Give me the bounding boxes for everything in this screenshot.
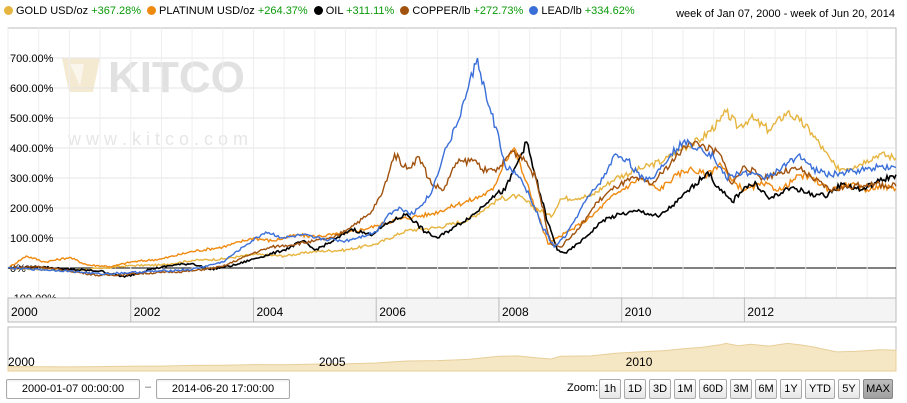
zoom-button-ytd[interactable]: YTD — [805, 379, 835, 399]
navigator-labels: 2000 2005 2010 — [8, 355, 653, 369]
navigator-area — [7, 342, 897, 372]
x-tick-label: 2008 — [502, 305, 529, 319]
x-tick-label: 2010 — [625, 305, 652, 319]
grid — [7, 28, 896, 299]
legend-item[interactable]: PLATINUM USD/oz +264.37% — [147, 5, 308, 17]
x-tick-label: 2004 — [256, 305, 283, 319]
legend-dot-icon — [529, 6, 539, 15]
zoom-button-1m[interactable]: 1M — [674, 379, 696, 399]
zoom-button-6m[interactable]: 6M — [755, 379, 777, 399]
y-tick-label: 300.00% — [10, 173, 54, 185]
x-axis-labels: 2000 2002 2004 2006 2008 2010 2012 — [7, 298, 774, 322]
x-tick-label: 2002 — [134, 305, 161, 319]
y-tick-label: 600.00% — [10, 83, 54, 95]
from-date-input[interactable]: 2000-01-07 00:00:00 — [6, 379, 140, 399]
legend-dot-icon — [4, 6, 13, 15]
plot-background — [7, 27, 897, 299]
x-tick-label: 2012 — [747, 305, 774, 319]
navigator-label: 2010 — [626, 355, 653, 369]
watermark-url: w w w . k i t c o . c o m — [67, 129, 248, 149]
legend-dot-icon — [147, 6, 157, 15]
zoom-button-5y[interactable]: 5Y — [838, 379, 860, 399]
legend-dot-icon — [400, 6, 410, 15]
zoom-button-max[interactable]: MAX — [863, 379, 893, 399]
legend-change: +367.28% — [91, 5, 142, 17]
legend-dot-icon — [313, 6, 323, 15]
x-tick-label: 2006 — [379, 305, 406, 319]
legend-name: GOLD USD/oz — [16, 5, 92, 17]
legend-item[interactable]: GOLD USD/oz +367.28% — [4, 5, 141, 17]
y-tick-label: 100.00% — [10, 233, 54, 245]
y-tick-label: 500.00% — [10, 113, 54, 125]
date-separator: – — [145, 381, 152, 393]
series-line-gold-usd-oz[interactable] — [7, 107, 897, 272]
series-line-oil[interactable] — [7, 141, 897, 278]
zoom-button-3d[interactable]: 3D — [649, 379, 671, 399]
navigator-label: 2005 — [319, 355, 346, 369]
y-tick-label: 700.00% — [10, 53, 54, 65]
legend-item[interactable]: OIL +311.11% — [313, 5, 395, 17]
date-range-text: week of Jan 07, 2000 - week of Jun 20, 2… — [676, 8, 895, 20]
series-line-lead-lb[interactable] — [7, 57, 897, 276]
legend-item[interactable]: COPPER/lb +272.73% — [400, 5, 523, 17]
legend-change: +311.11% — [346, 5, 395, 17]
zoom-label: Zoom: — [567, 382, 599, 394]
zoom-button-1h[interactable]: 1h — [599, 379, 621, 399]
x-axis-band — [7, 297, 897, 323]
zoom-button-3m[interactable]: 3M — [730, 379, 752, 399]
legend-name: LEAD/lb — [541, 5, 585, 17]
zoom-button-1y[interactable]: 1Y — [780, 379, 802, 399]
legend: GOLD USD/oz +367.28% PLATINUM USD/oz +264… — [4, 5, 641, 23]
series-lines[interactable] — [7, 57, 897, 278]
x-tick-label: 2000 — [11, 305, 38, 319]
y-tick-label: 200.00% — [10, 203, 54, 215]
zoom-button-1d[interactable]: 1D — [624, 379, 646, 399]
legend-name: PLATINUM USD/oz — [159, 5, 258, 17]
legend-item[interactable]: LEAD/lb +334.62% — [529, 5, 635, 17]
legend-name: OIL — [325, 5, 347, 17]
legend-name: COPPER/lb — [412, 5, 474, 17]
kitco-logo-icon — [62, 58, 100, 92]
zoom-button-60d[interactable]: 60D — [699, 379, 727, 399]
navigator-label: 2000 — [8, 355, 35, 369]
series-line-copper-lb[interactable] — [7, 140, 897, 277]
y-tick-label: 400.00% — [10, 143, 54, 155]
to-date-input[interactable]: 2014-06-20 17:00:00 — [156, 379, 290, 399]
legend-change: +334.62% — [584, 5, 635, 17]
legend-change: +264.37% — [257, 5, 308, 17]
legend-change: +272.73% — [473, 5, 524, 17]
watermark-logo-text: KITCO — [108, 53, 245, 102]
